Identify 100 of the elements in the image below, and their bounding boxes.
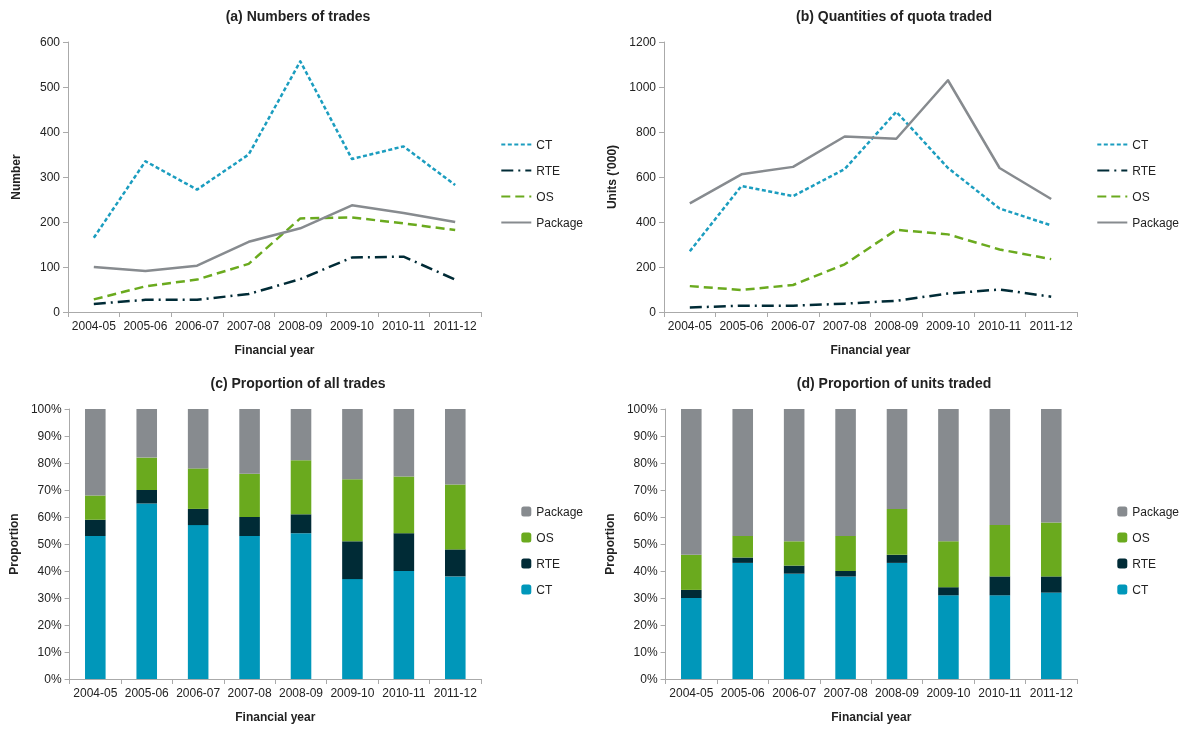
bar [342,541,363,580]
legend-label: Package [536,215,584,230]
y-tick-label: 500 [39,80,61,94]
bar [393,571,415,679]
y-tick-label: 90% [37,429,62,443]
legend-label: CT [536,137,553,152]
legend-label: RTE [1132,163,1157,178]
x-tick-label: 2009-10 [329,319,375,333]
bar [681,598,702,679]
bar [393,476,415,534]
y-axis-title: Proportion [7,513,21,575]
bar [85,535,106,679]
y-tick-label: 100 [39,260,61,274]
line-series [92,60,457,239]
bar [445,576,466,679]
bar [835,409,856,536]
bar [938,587,959,596]
bar [938,541,959,588]
bar [681,589,702,598]
bar [136,490,158,504]
y-tick-label: 80% [633,456,658,470]
chart-title: (d) Proportion of units traded [796,375,992,391]
bar [290,533,312,679]
y-axis-title: Proportion [603,513,617,575]
y-tick-label: 20% [37,618,62,632]
y-tick-label: 200 [39,215,61,229]
bar [445,549,466,577]
x-tick-label: 2010-11 [382,686,426,700]
x-tick-label: 2010-11 [978,686,1022,700]
y-tick-label: 60% [633,510,658,524]
y-tick-label: 60% [37,510,62,524]
bar [393,533,415,571]
bar [1041,576,1062,593]
bar [886,508,908,555]
bar [835,576,856,679]
x-tick-label: 2011-12 [1029,319,1074,333]
x-tick-label: 2004-05 [669,686,714,700]
bar [342,579,363,679]
y-tick-label: 30% [37,591,62,605]
y-tick-label: 30% [633,591,658,605]
x-tick-label: 2004-05 [73,686,118,700]
x-tick-label: 2011-12 [1029,686,1074,700]
x-axis-title: Financial year [831,710,912,724]
x-tick-label: 2005-06 [123,319,168,333]
bar [445,484,466,550]
line-series [92,255,457,306]
x-tick-label: 2009-10 [925,319,971,333]
bar [989,525,1011,577]
bar [136,409,158,458]
bar [1041,522,1062,577]
y-tick-label: 0% [640,672,658,686]
legend-label: RTE [536,556,561,571]
bar [1041,592,1062,679]
legend-label: OS [1132,189,1150,204]
legend-label: RTE [536,163,561,178]
legend-label: CT [1132,137,1149,152]
x-tick-label: 2008-09 [278,686,324,700]
bar [886,409,908,509]
bar [938,409,959,542]
bar [187,468,209,509]
x-tick-label: 2008-09 [874,686,920,700]
legend-label: OS [536,530,554,545]
bar [85,519,106,536]
x-axis-title: Financial year [830,343,911,357]
y-axis-title: Number [9,154,23,200]
bar [886,554,908,563]
y-tick-label: 400 [635,215,657,229]
y-tick-label: 50% [633,537,658,551]
bar [783,565,805,574]
x-tick-label: 2009-10 [926,686,971,700]
x-tick-label: 2008-09 [874,319,919,333]
x-tick-label: 2011-12 [433,686,478,700]
x-tick-label: 2008-09 [278,319,323,333]
x-tick-label: 2007-08 [226,319,272,333]
x-tick-label: 2011-12 [433,319,478,333]
y-tick-label: 0 [649,305,657,319]
x-tick-label: 2004-05 [71,319,117,333]
y-tick-label: 80% [37,456,62,470]
bar [783,573,805,679]
y-tick-label: 300 [39,170,61,184]
y-tick-label: 1200 [629,35,657,49]
y-tick-label: 1000 [629,80,657,94]
legend-label: RTE [1132,556,1157,571]
bar [239,517,260,536]
line-series [688,228,1053,292]
bar [187,409,209,469]
bar [732,562,754,679]
bar [783,541,805,566]
x-axis-title: Financial year [234,343,315,357]
x-tick-label: 2005-06 [124,686,170,700]
y-tick-label: 200 [635,260,657,274]
bar [989,576,1011,596]
bar [290,409,312,461]
bar [938,595,959,679]
y-tick-label: 10% [37,645,62,659]
bar [989,595,1011,679]
bar [239,473,260,517]
x-tick-label: 2006-07 [176,686,221,700]
x-tick-label: 2007-08 [822,319,868,333]
x-tick-label: 2010-11 [381,319,426,333]
